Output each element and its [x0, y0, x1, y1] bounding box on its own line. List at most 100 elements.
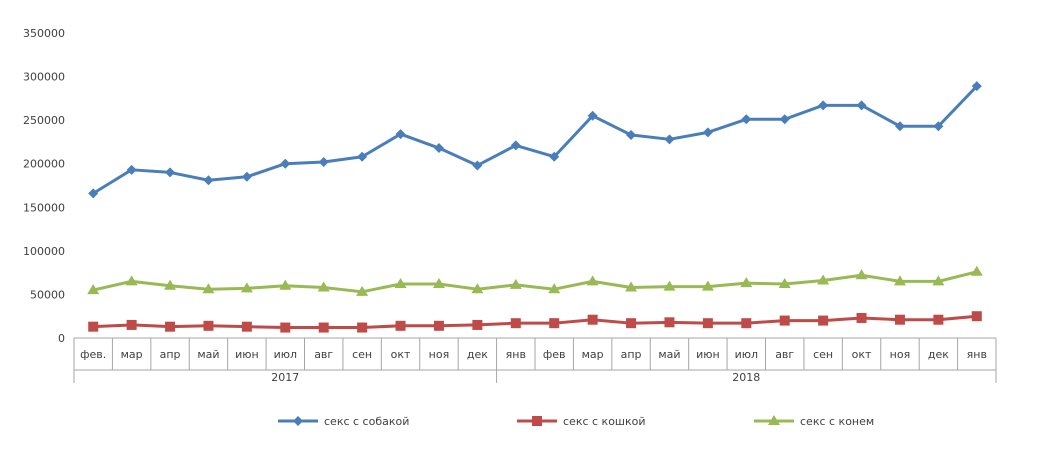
x-tick-label: июн	[696, 348, 720, 361]
y-axis-tick-labels: 0 50000 100000 150000 200000 250000 300000 3500…	[23, 27, 65, 345]
legend-label: секс с кошкой	[563, 415, 646, 428]
data-point-diamond	[280, 158, 291, 169]
data-point-triangle	[932, 275, 945, 286]
data-point-square	[664, 317, 675, 328]
data-point-triangle	[817, 274, 830, 285]
data-point-diamond	[165, 167, 176, 178]
x-tick-label: ноя	[890, 348, 911, 361]
x-tick-label: дек	[928, 348, 949, 361]
x-group-label: 2017	[271, 371, 299, 384]
x-tick-label: янв	[967, 348, 987, 361]
data-point-triangle	[164, 279, 177, 290]
data-point-square	[395, 320, 406, 331]
x-tick-label: фев	[543, 348, 566, 361]
legend-item: секс с конем	[754, 415, 874, 428]
data-point-diamond	[779, 114, 790, 125]
y-tick-label: 250000	[23, 114, 65, 127]
data-point-diamond	[126, 164, 137, 175]
data-point-square	[894, 314, 905, 325]
data-point-triangle	[663, 280, 676, 291]
series-layer	[87, 81, 983, 333]
data-point-square	[203, 320, 214, 331]
series-line	[92, 270, 978, 294]
data-point-triangle	[202, 283, 215, 294]
legend-item: секс с собакой	[278, 415, 409, 428]
data-point-diamond	[203, 175, 214, 186]
legend-label: секс с собакой	[324, 415, 409, 428]
data-point-square	[510, 318, 521, 329]
data-point-triangle	[586, 275, 599, 286]
x-group-label: 2018	[732, 371, 760, 384]
data-point-triangle	[432, 277, 445, 288]
x-tick-label: фев.	[80, 348, 106, 361]
x-tick-label: май	[658, 348, 680, 361]
x-tick-label: май	[197, 348, 219, 361]
y-tick-label: 150000	[23, 201, 65, 214]
y-tick-label: 100000	[23, 245, 65, 258]
data-point-diamond	[933, 121, 944, 132]
x-tick-label: сен	[352, 348, 372, 361]
data-point-diamond	[88, 188, 99, 199]
data-point-square	[702, 318, 713, 329]
data-point-diamond	[818, 100, 829, 111]
data-point-square	[587, 314, 598, 325]
data-point-triangle	[855, 269, 868, 280]
data-point-triangle	[548, 283, 561, 294]
legend-label: секс с конем	[800, 415, 874, 428]
x-tick-label: ноя	[429, 348, 450, 361]
data-point-square	[318, 322, 329, 333]
series-line	[92, 85, 978, 195]
data-point-triangle	[778, 277, 791, 288]
data-point-diamond	[549, 151, 560, 162]
x-tick-label: янв	[506, 348, 526, 361]
x-tick-label: авг	[775, 348, 794, 361]
data-point-diamond	[433, 143, 444, 154]
data-point-triangle	[768, 415, 780, 425]
data-point-triangle	[509, 278, 522, 289]
data-point-triangle	[317, 281, 330, 292]
x-tick-label: сен	[813, 348, 833, 361]
data-point-square	[818, 315, 829, 326]
data-point-square	[241, 321, 252, 332]
data-point-square	[856, 312, 867, 323]
data-point-diamond	[395, 129, 406, 140]
data-point-square	[626, 318, 637, 329]
series-1	[88, 81, 982, 199]
y-tick-label: 200000	[23, 158, 65, 171]
data-point-triangle	[701, 280, 714, 291]
legend-item: секс с кошкой	[517, 415, 646, 428]
x-tick-label: мар	[582, 348, 604, 361]
x-tick-label: окт	[852, 348, 872, 361]
data-point-square	[433, 320, 444, 331]
x-tick-label: июн	[235, 348, 259, 361]
data-point-square	[357, 322, 368, 333]
data-point-triangle	[356, 285, 369, 296]
series-3	[87, 265, 983, 296]
data-point-square	[472, 319, 483, 330]
data-point-triangle	[893, 275, 906, 286]
y-tick-label: 350000	[23, 27, 65, 40]
data-point-triangle	[394, 277, 407, 288]
series-2	[88, 311, 982, 333]
data-point-triangle	[625, 281, 638, 292]
x-axis: фев. мар апр май июн июл авг сен окт ноя дек янв фев…	[73, 337, 997, 384]
y-tick-label: 50000	[30, 288, 65, 301]
data-point-triangle	[471, 283, 484, 294]
x-tick-label: авг	[314, 348, 333, 361]
x-tick-label: дек	[467, 348, 488, 361]
data-point-diamond	[702, 127, 713, 138]
series-line	[93, 314, 977, 330]
data-point-diamond	[971, 81, 982, 92]
x-tick-label: мар	[121, 348, 143, 361]
data-point-diamond	[894, 121, 905, 132]
data-point-diamond	[626, 129, 637, 140]
data-point-diamond	[357, 151, 368, 162]
x-tick-label: апр	[160, 348, 181, 361]
data-point-square	[971, 311, 982, 322]
data-point-diamond	[587, 110, 598, 121]
data-point-diamond	[856, 100, 867, 111]
data-point-diamond	[510, 140, 521, 151]
data-point-triangle	[87, 284, 100, 295]
y-tick-label: 300000	[23, 71, 65, 84]
